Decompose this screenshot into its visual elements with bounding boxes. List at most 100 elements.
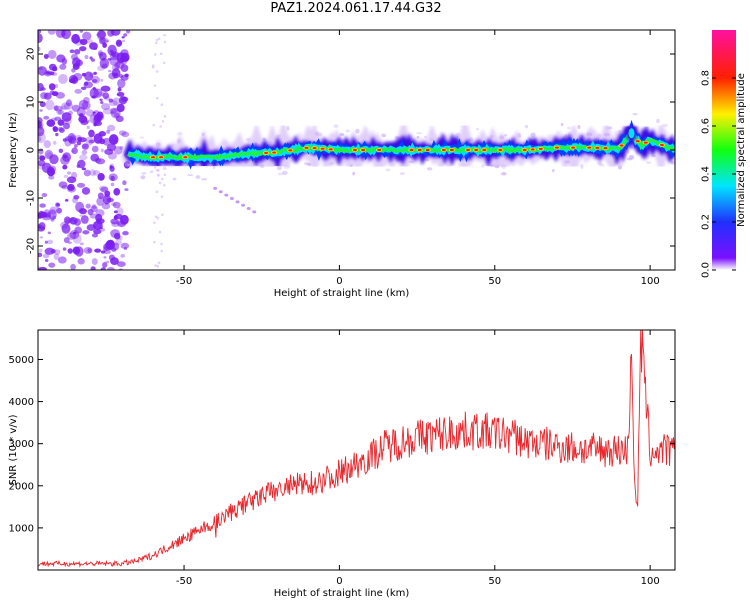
noise-blob xyxy=(100,148,104,153)
band-spike-core xyxy=(628,128,635,139)
band-hot-red xyxy=(482,148,487,152)
band-hot-red xyxy=(522,148,527,152)
noise-blob xyxy=(108,134,119,145)
noise-blob xyxy=(55,202,61,208)
noise-blob xyxy=(58,148,64,154)
noise-blob xyxy=(117,220,126,228)
noise-blob xyxy=(120,253,126,258)
spec-xtick-label: 50 xyxy=(488,276,501,287)
noise-blob xyxy=(65,199,69,202)
faint-speckle xyxy=(139,136,145,139)
noise-blob xyxy=(66,99,72,107)
faint-speckle xyxy=(155,41,158,45)
trail-blob xyxy=(241,203,246,207)
noise-blob xyxy=(58,127,65,133)
noise-blob xyxy=(102,107,113,115)
noise-blob xyxy=(79,214,84,217)
noise-blob xyxy=(38,33,43,44)
noise-blob xyxy=(58,73,68,84)
noise-blob xyxy=(44,240,49,244)
faint-speckle xyxy=(424,135,427,139)
noise-blob xyxy=(115,115,124,123)
snr-xlabel: Height of straight line (km) xyxy=(274,588,410,599)
band-hot-red xyxy=(474,148,479,152)
noise-blob xyxy=(85,136,94,146)
noise-blob xyxy=(62,164,68,170)
noise-blob xyxy=(94,248,102,253)
faint-speckle xyxy=(416,135,420,139)
noise-blob xyxy=(106,143,117,152)
band-hot-red xyxy=(328,148,333,151)
noise-blob xyxy=(54,116,62,121)
noise-blob xyxy=(74,88,83,94)
band-hot-red xyxy=(320,147,325,150)
noise-blob xyxy=(92,111,96,114)
noise-blob xyxy=(110,218,119,225)
spec-xlabel: Height of straight line (km) xyxy=(274,288,410,299)
noise-blob xyxy=(109,111,115,115)
spec-ytick-label: 20 xyxy=(26,48,37,61)
noise-blob xyxy=(101,202,111,210)
faint-speckle xyxy=(155,38,159,42)
band-hot-red xyxy=(635,140,640,143)
noise-blob xyxy=(57,109,65,115)
noise-region xyxy=(38,30,675,270)
noise-blob xyxy=(52,140,57,145)
noise-blob xyxy=(103,256,107,259)
noise-blob xyxy=(61,112,72,122)
noise-blob xyxy=(95,33,101,37)
noise-blob xyxy=(85,203,91,209)
noise-blob xyxy=(117,235,123,240)
noise-blob xyxy=(84,81,89,86)
trail-blob xyxy=(246,207,251,211)
noise-blob xyxy=(38,252,43,258)
noise-blob xyxy=(81,143,89,150)
spec-ytick-label: -20 xyxy=(26,238,37,254)
noise-blob xyxy=(55,30,66,39)
noise-blob xyxy=(57,119,65,126)
noise-blob xyxy=(124,73,129,78)
faint-speckle xyxy=(632,113,638,116)
noise-blob xyxy=(114,61,121,69)
noise-blob xyxy=(79,242,84,246)
faint-speckle xyxy=(149,170,154,174)
faint-speckle xyxy=(163,183,166,187)
faint-speckle xyxy=(599,163,605,167)
noise-blob xyxy=(100,85,111,92)
faint-speckle xyxy=(155,96,159,100)
noise-blob xyxy=(81,187,91,195)
noise-blob xyxy=(72,72,83,81)
faint-speckle xyxy=(352,171,355,176)
noise-blob xyxy=(76,140,82,146)
noise-blob xyxy=(73,195,80,200)
noise-blob xyxy=(118,96,128,105)
band-hot-red xyxy=(449,148,454,152)
noise-blob xyxy=(38,222,46,230)
noise-blob xyxy=(43,115,50,120)
spec-xtick-label: 100 xyxy=(641,276,660,287)
noise-blob xyxy=(110,49,114,54)
snr-ytick-label: 5000 xyxy=(9,355,34,366)
spec-ylabel: Frequency (Hz) xyxy=(8,112,19,188)
noise-blob xyxy=(110,257,119,265)
noise-blob xyxy=(93,88,103,98)
faint-speckle xyxy=(157,261,161,265)
noise-blob xyxy=(69,230,80,240)
snr-line xyxy=(38,330,675,568)
faint-speckle xyxy=(355,128,360,134)
noise-blob xyxy=(38,46,41,52)
faint-speckle xyxy=(157,37,161,41)
noise-blob xyxy=(123,246,127,251)
noise-blob xyxy=(71,33,80,44)
noise-blob xyxy=(62,122,71,130)
noise-blob xyxy=(102,137,111,146)
noise-blob xyxy=(81,72,87,77)
noise-blob xyxy=(100,267,106,270)
faint-speckle xyxy=(661,123,669,128)
noise-blob xyxy=(39,101,46,108)
noise-blob xyxy=(91,258,98,266)
noise-blob xyxy=(61,58,68,65)
noise-blob xyxy=(44,247,55,255)
noise-blob xyxy=(117,87,122,92)
snr-frame xyxy=(37,329,676,571)
